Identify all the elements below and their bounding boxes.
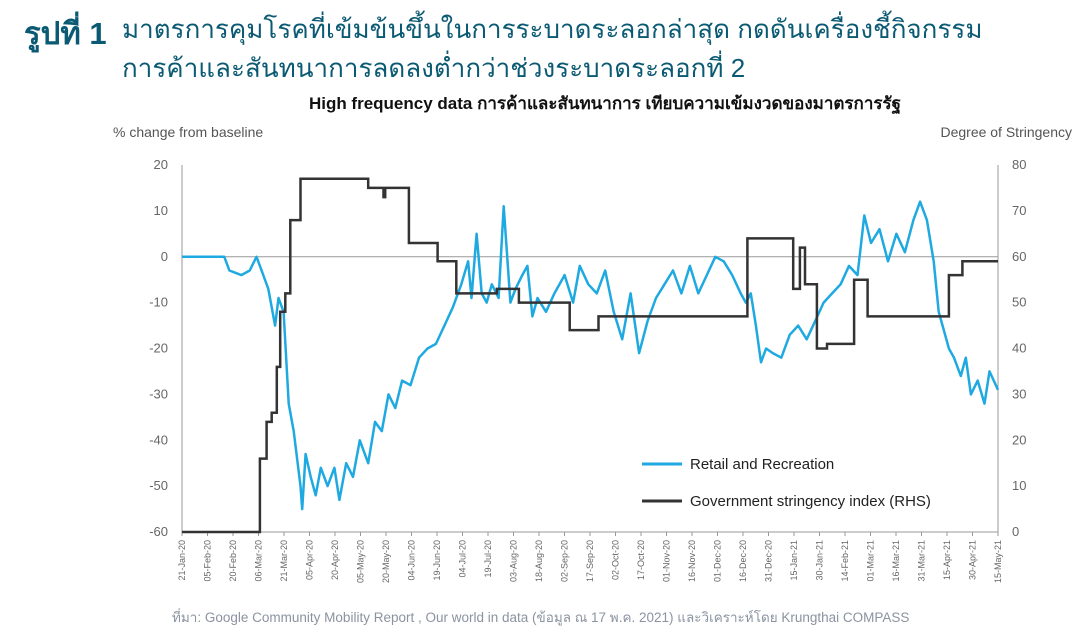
right-axis-label: Degree of Stringency [940, 124, 1072, 140]
x-tick-label: 15-Apr-21 [942, 540, 952, 580]
right-tick-label: 40 [1012, 341, 1026, 356]
x-tick-label: 04-Jul-20 [458, 540, 468, 578]
right-tick-label: 60 [1012, 249, 1026, 264]
x-tick-label: 06-Mar-20 [254, 540, 264, 582]
x-tick-label: 15-Jan-21 [789, 540, 799, 581]
x-tick-label: 19-Jul-20 [483, 540, 493, 578]
x-tick-label: 17-Oct-20 [636, 540, 646, 580]
legend-label: Government stringency index (RHS) [690, 493, 931, 510]
x-tick-label: 30-Apr-21 [968, 540, 978, 580]
left-tick-label: -40 [149, 432, 168, 447]
right-tick-label: 20 [1012, 432, 1026, 447]
figure-title: มาตรการคุมโรคที่เข้มข้นขึ้นในการระบาดระล… [122, 10, 1082, 88]
x-tick-label: 04-Jun-20 [407, 540, 417, 581]
x-tick-label: 16-Nov-20 [687, 540, 697, 582]
series-line-retail-recreation [182, 200, 1000, 511]
left-tick-label: -60 [149, 524, 168, 539]
x-tick-label: 21-Mar-20 [279, 540, 289, 582]
left-tick-label: -50 [149, 478, 168, 493]
right-tick-label: 10 [1012, 478, 1026, 493]
x-tick-label: 16-Mar-21 [891, 540, 901, 582]
x-tick-label: 03-Aug-20 [509, 540, 519, 582]
x-tick-label: 31-Dec-20 [764, 540, 774, 582]
right-tick-label: 0 [1012, 524, 1019, 539]
right-tick-label: 50 [1012, 295, 1026, 310]
left-tick-label: 10 [154, 203, 168, 218]
right-tick-label: 30 [1012, 386, 1026, 401]
x-tick-label: 31-Mar-21 [917, 540, 927, 582]
figure-title-line-2: การค้าและสันทนาการลดลงต่ำกว่าช่วงระบาดระ… [122, 53, 746, 83]
left-tick-label: -30 [149, 386, 168, 401]
x-tick-label: 20-Apr-20 [330, 540, 340, 580]
x-tick-label: 18-Aug-20 [534, 540, 544, 582]
x-tick-label: 19-Jun-20 [432, 540, 442, 581]
x-tick-label: 15-May-21 [993, 540, 1003, 583]
figure-label: รูปที่ 1 [24, 16, 107, 51]
x-tick-label: 02-Sep-20 [560, 540, 570, 582]
x-tick-label: 20-Feb-20 [228, 540, 238, 582]
series-line-stringency-index [182, 177, 998, 534]
x-tick-label: 01-Dec-20 [713, 540, 723, 582]
source-note: ที่มา: Google Community Mobility Report … [172, 610, 910, 625]
figure-title-line-1: มาตรการคุมโรคที่เข้มข้นขึ้นในการระบาดระล… [122, 14, 983, 44]
x-tick-label: 05-Apr-20 [305, 540, 315, 580]
left-tick-label: -20 [149, 341, 168, 356]
x-tick-label: 30-Jan-21 [815, 540, 825, 581]
x-tick-label: 02-Oct-20 [611, 540, 621, 580]
left-axis-label: % change from baseline [113, 124, 264, 140]
x-tick-label: 05-May-20 [356, 540, 366, 583]
x-tick-label: 16-Dec-20 [738, 540, 748, 582]
x-tick-label: 14-Feb-21 [840, 540, 850, 582]
x-tick-label: 17-Sep-20 [585, 540, 595, 582]
x-tick-label: 21-Jan-20 [177, 540, 187, 581]
left-tick-label: 0 [161, 249, 168, 264]
x-tick-label: 01-Nov-20 [662, 540, 672, 582]
x-tick-label: 20-May-20 [381, 540, 391, 583]
left-tick-label: 20 [154, 157, 168, 172]
right-tick-label: 80 [1012, 157, 1026, 172]
legend-label: Retail and Recreation [690, 456, 834, 473]
x-tick-label: 01-Mar-21 [866, 540, 876, 582]
left-tick-label: -10 [149, 295, 168, 310]
x-tick-label: 05-Feb-20 [203, 540, 213, 582]
chart-title: High frequency data การค้าและสันทนาการ เ… [308, 94, 902, 113]
right-tick-label: 70 [1012, 203, 1026, 218]
